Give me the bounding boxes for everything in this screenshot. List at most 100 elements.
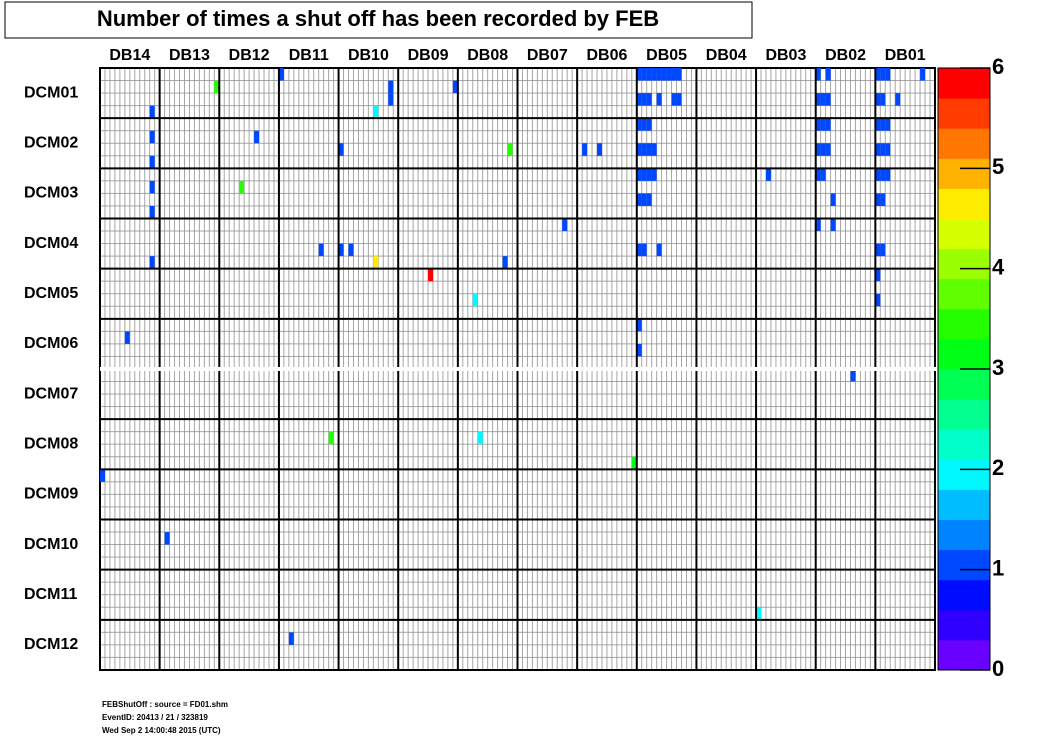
cell [671, 68, 677, 81]
cell [472, 293, 478, 307]
cell [815, 93, 821, 106]
cell [825, 143, 831, 156]
cell [676, 93, 682, 106]
cell [338, 143, 344, 156]
cell [825, 93, 831, 106]
colorbar-step [938, 128, 990, 159]
cell [815, 143, 821, 156]
colorbar-step [938, 459, 990, 490]
x-label: DB08 [467, 47, 508, 64]
cell [885, 68, 891, 81]
y-label: DCM09 [24, 486, 78, 503]
cell [636, 118, 642, 131]
cell [820, 168, 826, 181]
cell [661, 68, 667, 81]
cell [920, 68, 926, 81]
colorbar-step [938, 248, 990, 280]
cell [318, 243, 324, 257]
cell [636, 343, 642, 357]
x-label: DB13 [169, 47, 210, 64]
cell [641, 143, 647, 156]
x-label: DB09 [408, 47, 449, 64]
cell [820, 118, 826, 131]
y-label: DCM08 [24, 435, 78, 452]
cell [502, 256, 508, 269]
cell [149, 130, 155, 144]
cell [671, 93, 677, 106]
colorbar-step [938, 519, 990, 551]
cell [875, 118, 881, 131]
colorbar-step [938, 278, 990, 310]
cell [636, 93, 642, 106]
cell [875, 93, 881, 106]
cell [830, 193, 836, 206]
cell [328, 431, 334, 445]
y-label: DCM12 [24, 636, 78, 653]
x-label: DB03 [765, 47, 806, 64]
x-label: DB10 [348, 47, 389, 64]
cell [582, 143, 588, 156]
cell [656, 68, 662, 81]
cell [880, 93, 886, 106]
z-tick-label: 1 [992, 555, 1004, 580]
colorbar-step [938, 158, 990, 189]
cell [895, 93, 901, 106]
cell [278, 68, 284, 81]
cell [885, 118, 891, 131]
cell [597, 143, 602, 156]
cell [880, 68, 886, 81]
cell [820, 143, 826, 156]
cell [373, 256, 379, 269]
x-label: DB14 [109, 47, 150, 64]
cell [373, 105, 379, 119]
cell [149, 155, 155, 169]
cell [756, 607, 762, 620]
cell [830, 218, 836, 232]
x-label: DB04 [706, 47, 747, 64]
cell [636, 68, 642, 81]
cell [651, 168, 657, 181]
cell [641, 193, 647, 206]
y-label: DCM05 [24, 285, 78, 302]
cell [646, 68, 652, 81]
cell [875, 68, 881, 81]
y-label: DCM04 [24, 235, 78, 252]
x-label: DB07 [527, 47, 568, 64]
cell [631, 456, 637, 470]
x-label: DB12 [229, 47, 270, 64]
colorbar-step [938, 308, 990, 340]
colorbar-step [938, 429, 990, 460]
colorbar-step [938, 338, 990, 370]
cell [850, 369, 856, 382]
colorbar-step [938, 639, 990, 671]
cell [641, 93, 647, 106]
y-label: DCM11 [24, 586, 77, 603]
cell [641, 118, 647, 131]
cell [666, 68, 672, 81]
colorbar-step [938, 609, 990, 641]
x-label: DB01 [885, 47, 926, 64]
cell [100, 469, 105, 482]
cell [214, 80, 220, 94]
cell [820, 93, 826, 106]
y-label: DCM10 [24, 536, 78, 553]
cell [880, 243, 886, 257]
title-box [4, 1, 753, 39]
cell [636, 193, 642, 206]
cell [428, 268, 434, 282]
z-tick-label: 4 [992, 254, 1005, 279]
cell [880, 118, 886, 131]
cell [636, 143, 642, 156]
cell [388, 93, 394, 106]
cell [149, 256, 155, 269]
colorbar-step [938, 489, 990, 520]
cell [149, 205, 155, 219]
cell [875, 143, 881, 156]
cell [875, 293, 881, 307]
cell [338, 243, 344, 257]
cell [825, 118, 831, 131]
z-tick-label: 3 [992, 355, 1004, 380]
cell [124, 331, 130, 344]
cell [651, 143, 657, 156]
